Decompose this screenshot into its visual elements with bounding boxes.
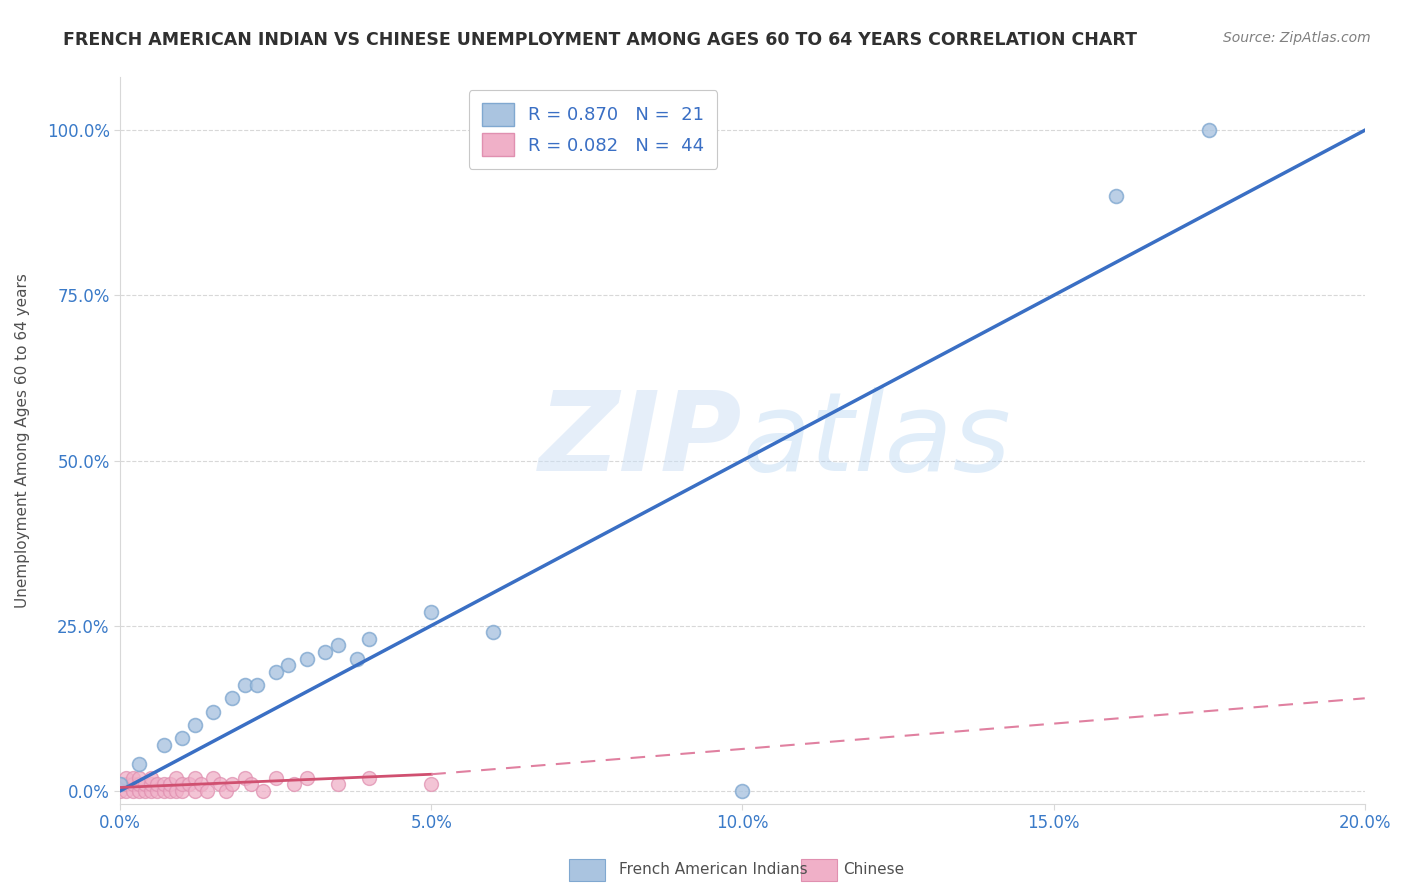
Point — [295, 651, 318, 665]
Point — [159, 777, 181, 791]
Point — [326, 777, 349, 791]
Point — [141, 771, 163, 785]
Point — [246, 678, 269, 692]
Point — [357, 771, 380, 785]
Point — [202, 705, 225, 719]
Point — [233, 771, 256, 785]
Text: French American Indians: French American Indians — [619, 863, 807, 877]
Point — [221, 691, 243, 706]
Point — [252, 784, 274, 798]
Point — [115, 771, 138, 785]
Point — [128, 757, 150, 772]
Point — [264, 665, 287, 679]
Point — [141, 784, 163, 798]
Point — [184, 717, 207, 731]
Point — [190, 777, 212, 791]
Point — [134, 777, 156, 791]
Point — [172, 731, 194, 745]
Point — [141, 777, 163, 791]
Text: Chinese: Chinese — [844, 863, 904, 877]
Point — [195, 784, 218, 798]
Point — [128, 784, 150, 798]
Point — [152, 784, 174, 798]
Point — [202, 771, 225, 785]
Point — [108, 784, 131, 798]
Point — [326, 639, 349, 653]
Point — [128, 771, 150, 785]
Point — [731, 784, 754, 798]
Point — [152, 777, 174, 791]
Text: FRENCH AMERICAN INDIAN VS CHINESE UNEMPLOYMENT AMONG AGES 60 TO 64 YEARS CORRELA: FRENCH AMERICAN INDIAN VS CHINESE UNEMPL… — [63, 31, 1137, 49]
Point — [482, 625, 505, 640]
Point — [233, 678, 256, 692]
Point — [177, 777, 200, 791]
Point — [314, 645, 336, 659]
Text: atlas: atlas — [742, 387, 1011, 494]
Point — [1105, 189, 1128, 203]
Point — [134, 784, 156, 798]
Point — [165, 771, 187, 785]
Point — [159, 784, 181, 798]
Point — [184, 784, 207, 798]
Point — [121, 784, 143, 798]
Point — [420, 777, 443, 791]
Point — [121, 777, 143, 791]
Point — [115, 784, 138, 798]
Point — [128, 777, 150, 791]
Y-axis label: Unemployment Among Ages 60 to 64 years: Unemployment Among Ages 60 to 64 years — [15, 273, 30, 608]
Point — [215, 784, 238, 798]
Point — [146, 784, 169, 798]
Point — [172, 777, 194, 791]
Point — [165, 784, 187, 798]
Text: ZIP: ZIP — [538, 387, 742, 494]
Point — [295, 771, 318, 785]
Point — [108, 777, 131, 791]
Point — [264, 771, 287, 785]
Point — [184, 771, 207, 785]
Legend: R = 0.870   N =  21, R = 0.082   N =  44: R = 0.870 N = 21, R = 0.082 N = 44 — [468, 90, 717, 169]
Point — [208, 777, 231, 791]
Point — [346, 651, 368, 665]
Point — [172, 784, 194, 798]
Point — [121, 771, 143, 785]
Point — [1198, 123, 1220, 137]
Point — [239, 777, 262, 791]
Point — [146, 777, 169, 791]
Point — [420, 606, 443, 620]
Point — [283, 777, 305, 791]
Point — [221, 777, 243, 791]
Point — [277, 658, 299, 673]
Point — [357, 632, 380, 646]
Point — [115, 777, 138, 791]
Point — [108, 777, 131, 791]
Point — [152, 738, 174, 752]
Text: Source: ZipAtlas.com: Source: ZipAtlas.com — [1223, 31, 1371, 45]
